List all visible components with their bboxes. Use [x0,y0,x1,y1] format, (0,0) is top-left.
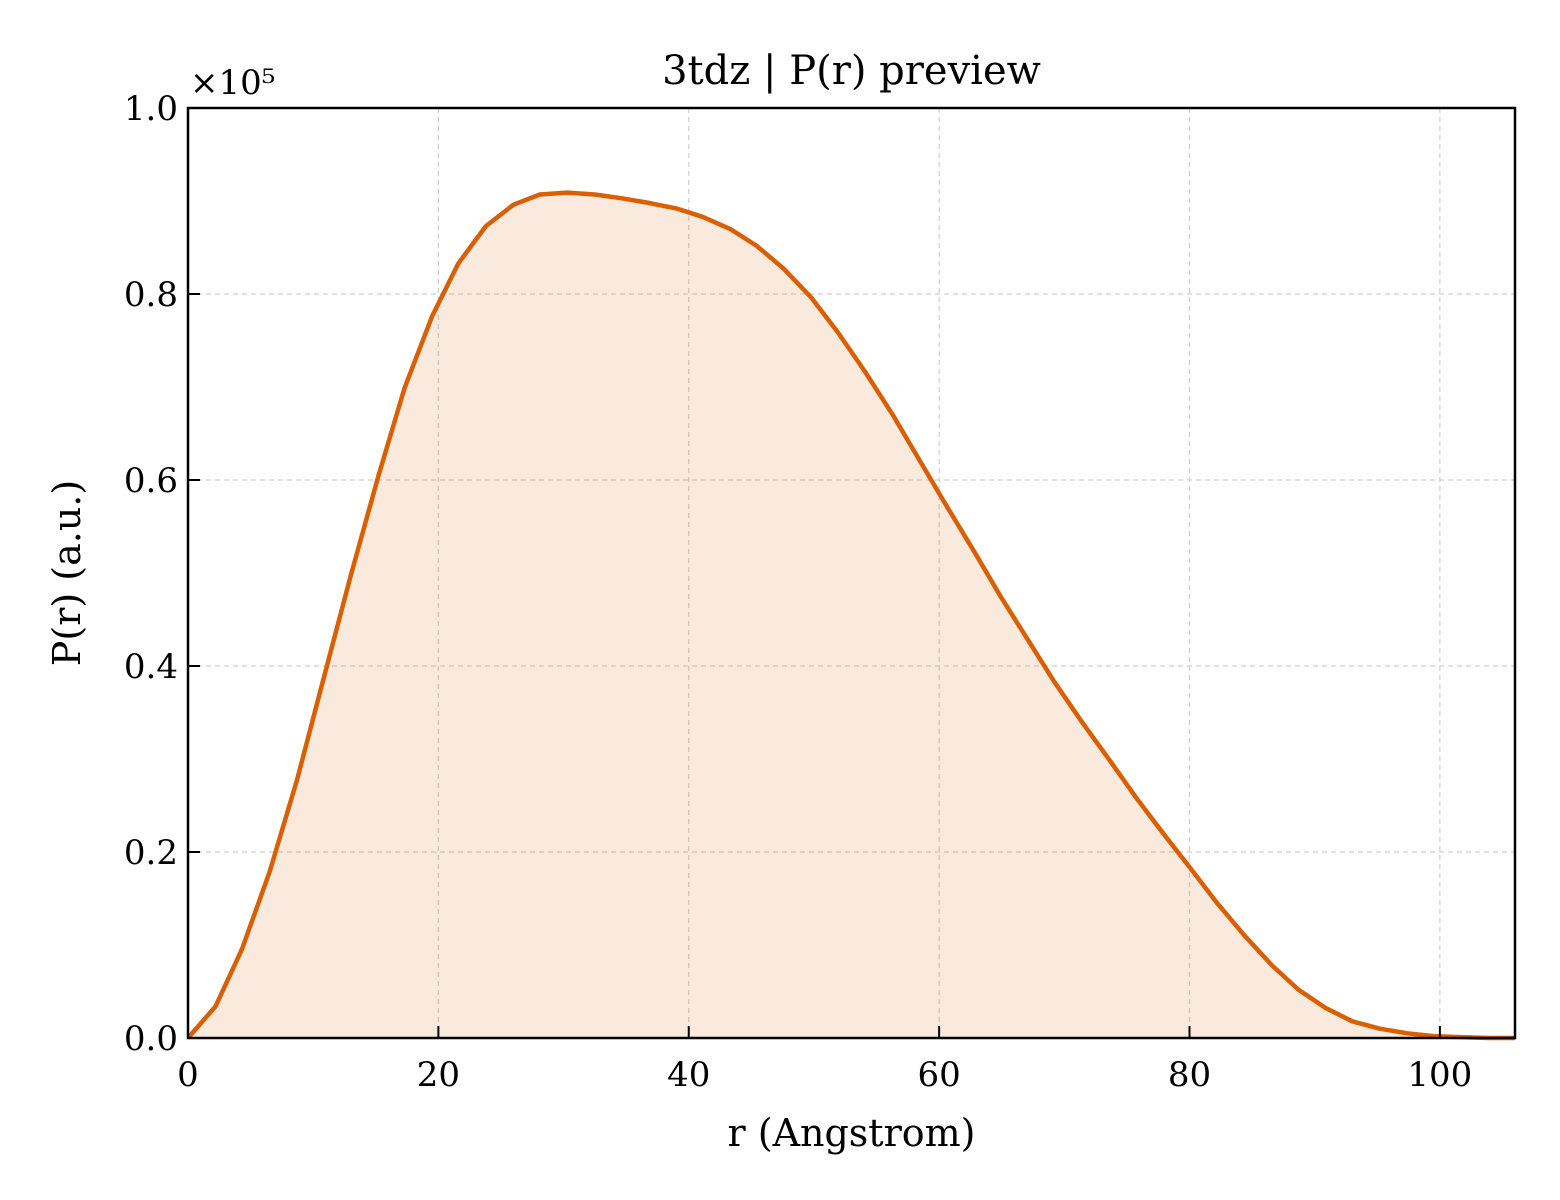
grid [188,108,1515,1038]
chart-title: 3tdz | P(r) preview [662,48,1041,94]
x-tick-label: 0 [177,1055,199,1095]
x-tick-label: 60 [917,1055,960,1095]
area-fill [188,192,1515,1039]
y-tick-label: 0.0 [124,1019,178,1059]
y-tick-label: 0.4 [124,647,178,687]
series-line [186,190,1515,1041]
x-tick-label: 40 [667,1055,710,1095]
x-tick-label: 80 [1168,1055,1211,1095]
y-tick-label: 0.8 [124,275,178,315]
y-tick-label: 0.2 [124,833,178,873]
ticks: 0 20 40 60 80 100 0.0 0.2 0.4 0.6 0.8 1.0 [124,89,1472,1095]
y-tick-label: 0.6 [124,461,178,501]
y-tick-label: 1.0 [124,89,178,129]
plot-frame [186,106,1517,1040]
x-tick-label: 100 [1407,1055,1472,1095]
x-tick-label: 20 [417,1055,460,1095]
x-axis-label: r (Angstrom) [728,1111,976,1155]
y-axis-label: P(r) (a.u.) [45,480,89,666]
y-axis-multiplier: ×10⁵ [190,63,275,103]
